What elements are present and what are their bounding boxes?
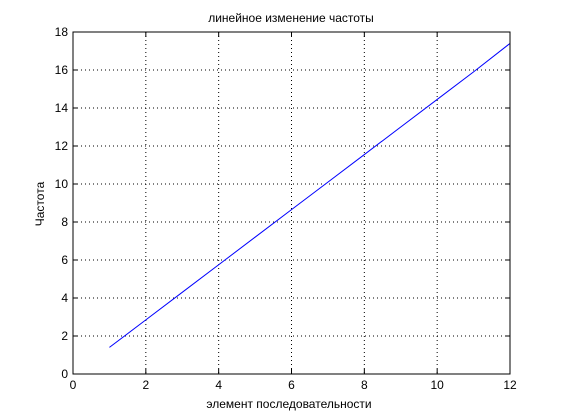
y-tick-label: 10 (55, 177, 69, 191)
y-axis-title: Частота (33, 181, 47, 226)
y-tick-label: 16 (55, 63, 69, 77)
series-layer (109, 43, 511, 348)
x-tick-label: 4 (215, 378, 222, 392)
y-tick-label: 2 (61, 329, 68, 343)
y-tick-label: 8 (61, 215, 68, 229)
x-tick-label: 10 (430, 378, 444, 392)
x-tick-label: 8 (361, 378, 368, 392)
y-tick-label: 12 (55, 139, 69, 153)
x-axis-title: элемент последовательности (206, 397, 371, 411)
y-tick-label: 0 (61, 367, 68, 381)
axis-ticks: 0 2 4 6 8 10 12 0 2 4 6 8 10 12 14 16 18 (55, 25, 517, 392)
x-tick-label: 2 (142, 378, 149, 392)
y-tick-label: 14 (55, 101, 69, 115)
x-tick-label: 0 (70, 378, 77, 392)
x-tick-label: 6 (288, 378, 295, 392)
series-line-0 (109, 43, 511, 348)
grid-lines (73, 32, 510, 374)
x-tick-label: 12 (503, 378, 517, 392)
plot-area (73, 32, 510, 374)
chart-title: линейное изменение частоты (208, 11, 374, 25)
y-tick-label: 18 (55, 25, 69, 39)
y-tick-label: 6 (61, 253, 68, 267)
y-tick-label: 4 (61, 291, 68, 305)
